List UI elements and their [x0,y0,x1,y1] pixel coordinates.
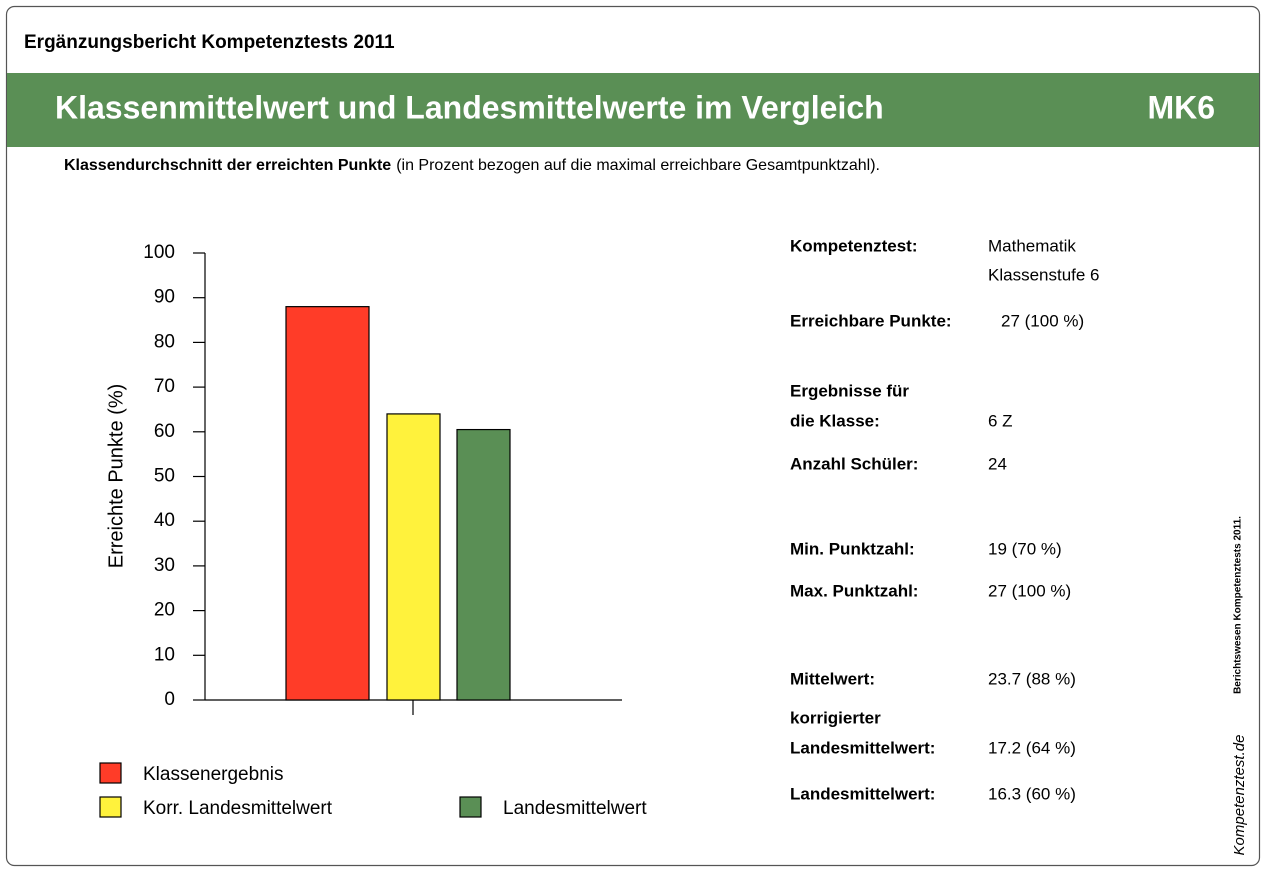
bar [386,413,441,701]
subtitle-bold: Klassendurchschnitt der erreichten Punkt… [64,157,391,174]
info-value: 19 (70 %) [988,539,1062,558]
info-label: Landesmittelwert: [790,784,935,803]
y-tick-label: 0 [164,689,175,710]
info-value: 24 [988,454,1007,473]
info-label: Kompetenztest: [790,236,918,255]
y-tick-label: 70 [154,376,175,397]
side-note: Berichtswesen Kompetenztests 2011. [1233,516,1244,694]
banner [7,73,1259,147]
info-label: die Klasse: [790,411,880,430]
legend-swatch [459,796,482,818]
info-label: Mittelwert: [790,669,875,688]
y-tick-label: 100 [143,242,175,263]
info-value: 6 Z [988,411,1013,430]
info-value: 16.3 (60 %) [988,784,1076,803]
bar [456,428,511,701]
info-label: Landesmittelwert: [790,738,935,757]
legend-swatch [99,762,122,784]
info-label: Min. Punktzahl: [790,539,915,558]
legend-label: Korr. Landesmittelwert [143,798,333,819]
y-tick-label: 80 [154,331,175,352]
side-logo: Kompetenztest.de [1231,735,1248,856]
info-value: 27 (100 %) [1001,311,1084,330]
y-axis-label: Erreichte Punkte (%) [105,384,127,569]
header-title: Ergänzungsbericht Kompetenztests 2011 [24,32,395,53]
info-label: Erreichbare Punkte: [790,311,952,330]
y-tick-label: 90 [154,287,175,308]
info-value: 23.7 (88 %) [988,669,1076,688]
legend-label: Landesmittelwert [503,798,647,819]
bar [285,306,370,701]
legend-swatch [99,796,122,818]
info-value: 27 (100 %) [988,581,1071,600]
y-tick-label: 40 [154,510,175,531]
y-tick-label: 10 [154,644,175,665]
banner-title: Klassenmittelwert und Landesmittelwerte … [55,89,884,125]
info-label: Anzahl Schüler: [790,454,918,473]
y-tick-label: 30 [154,555,175,576]
banner-code: MK6 [1147,89,1215,125]
y-tick-label: 60 [154,421,175,442]
y-tick-label: 20 [154,600,175,621]
subtitle: Klassendurchschnitt der erreichten Punkt… [64,157,880,174]
info-value: 17.2 (64 %) [988,738,1076,757]
info-value: Mathematik [988,236,1076,255]
subtitle-rest: (in Prozent bezogen auf die maximal erre… [396,157,880,174]
info-label: korrigierter [790,708,881,727]
y-tick-label: 50 [154,466,175,487]
info-value: Klassenstufe 6 [988,265,1100,284]
info-label: Max. Punktzahl: [790,581,918,600]
legend-label: Klassenergebnis [143,764,283,785]
info-label: Ergebnisse für [790,381,909,400]
